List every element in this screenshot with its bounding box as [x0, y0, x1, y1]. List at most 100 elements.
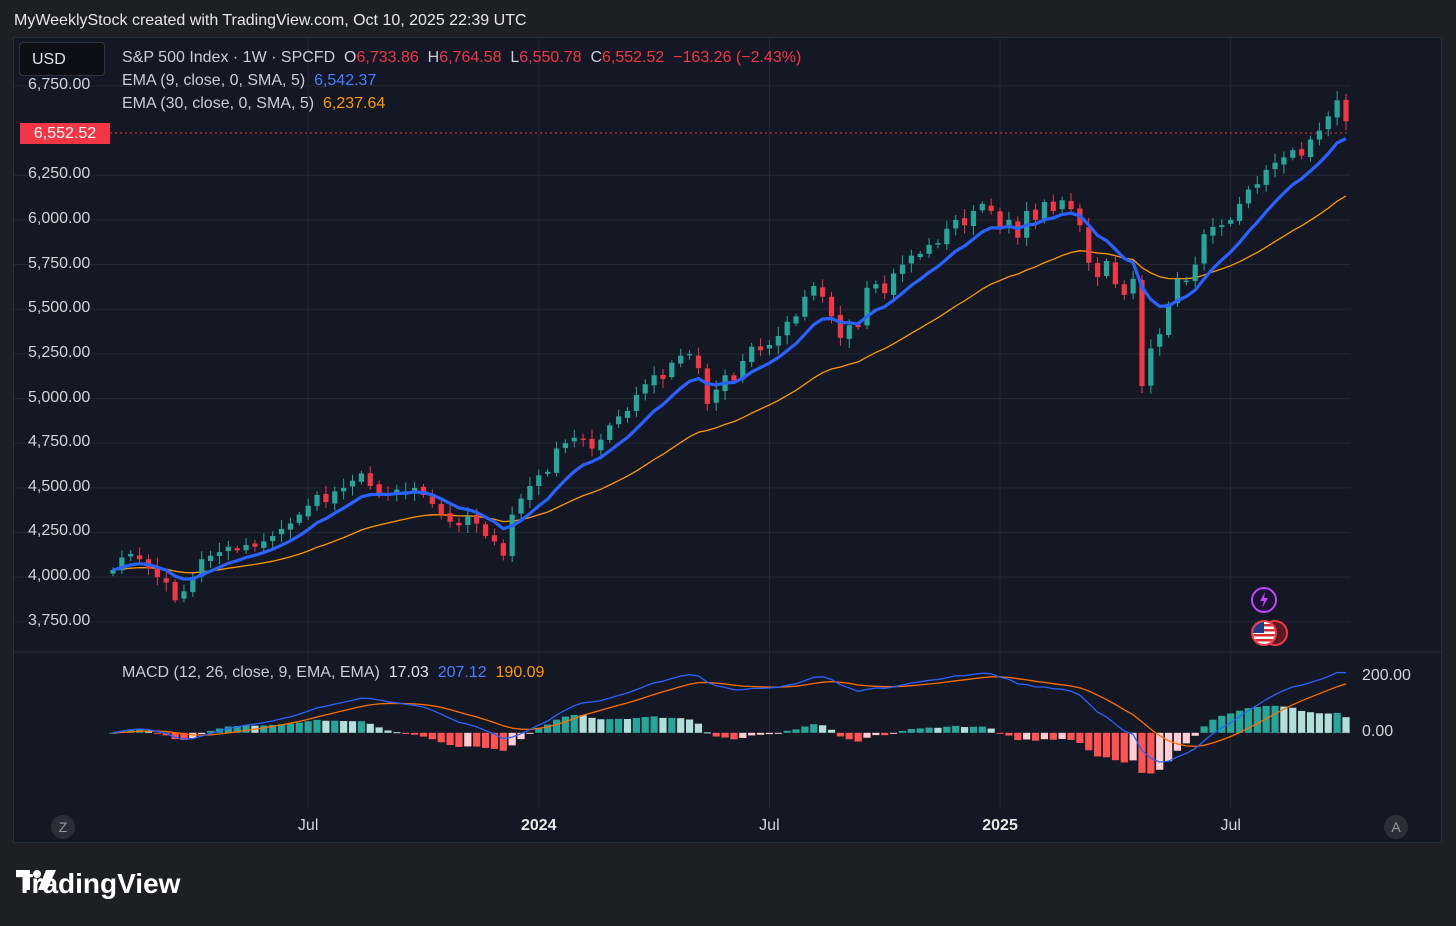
candle-body: [855, 324, 861, 328]
macd-legend[interactable]: MACD (12, 26, close, 9, EMA, EMA) 17.03 …: [122, 664, 544, 682]
macd-hist-bar: [348, 721, 357, 733]
candle-body: [598, 439, 604, 451]
candle-body: [314, 494, 320, 507]
time-tick-label: Jul: [297, 817, 319, 834]
candle-body: [828, 296, 835, 317]
candle-body: [536, 475, 542, 487]
candle-body: [509, 514, 515, 557]
candle-body: [1032, 209, 1039, 220]
macd-hist-bar: [1191, 732, 1199, 736]
macd-hist-bar: [393, 732, 401, 734]
macd-hist-bar: [987, 728, 995, 733]
macd-hist-bar: [1271, 705, 1279, 733]
price-tick-label: 5,000.00: [28, 388, 91, 406]
candle-body: [1103, 260, 1110, 276]
macd-hist-bar: [872, 732, 880, 736]
candle-body: [137, 555, 143, 560]
macd-hist-bar: [1253, 707, 1261, 733]
macd-hist-bar: [632, 717, 640, 733]
candle-body: [1201, 234, 1207, 264]
macd-hist-bar: [366, 723, 374, 733]
macd-hist-bar: [996, 732, 1004, 734]
us-flag-icon[interactable]: [1251, 620, 1277, 646]
lightning-icon[interactable]: [1251, 587, 1277, 613]
candle-body: [935, 243, 941, 245]
candle-body: [1041, 202, 1048, 221]
candle-body: [287, 523, 294, 530]
candle-body: [1334, 100, 1340, 118]
candle-body: [1307, 139, 1314, 158]
macd-hist-bar: [535, 727, 543, 733]
candle-body: [882, 283, 888, 294]
macd-hist-bar: [623, 719, 632, 733]
macd-hist-bar: [508, 732, 516, 746]
candle-body: [465, 516, 471, 525]
macd-hist-bar: [694, 723, 703, 733]
candle-body: [420, 486, 427, 495]
candle-body: [447, 513, 453, 522]
chart-caption: MyWeeklyStock created with TradingView.c…: [14, 12, 527, 29]
price-tick-label: 4,000.00: [28, 567, 91, 585]
macd-hist-bar: [144, 730, 153, 733]
candle-body: [1263, 169, 1269, 185]
candle-body: [1095, 263, 1101, 278]
macd-hist-bar: [1058, 732, 1066, 739]
macd-hist-bar: [1324, 713, 1332, 733]
time-tick-label: Jul: [759, 817, 780, 834]
currency-selector[interactable]: USD: [19, 42, 105, 76]
candle-body: [172, 582, 178, 601]
macd-hist-bar: [916, 728, 924, 733]
candle-body: [757, 346, 764, 351]
macd-hist-bar: [331, 720, 339, 733]
macd-hist-bar: [295, 722, 303, 733]
macd-hist-bar: [1085, 732, 1093, 751]
auto-scale-button[interactable]: A: [1384, 815, 1408, 839]
symbol-legend: S&P 500 Index · 1W · SPCFD O6,733.86 H6,…: [122, 49, 801, 67]
price-tick-label: 4,750.00: [28, 433, 91, 451]
macd-hist-bar: [836, 732, 844, 737]
candle-body: [243, 544, 249, 551]
macd-hist-bar: [304, 721, 312, 733]
macd-hist-bar: [1342, 717, 1350, 733]
candle-body: [811, 285, 817, 296]
candle-body: [1228, 219, 1234, 224]
candle-body: [908, 255, 914, 264]
candle-body: [864, 287, 870, 326]
candle-body: [1210, 227, 1216, 236]
ema30-legend[interactable]: EMA (30, close, 0, SMA, 5) 6,237.64: [122, 95, 385, 113]
candle-body: [793, 316, 799, 324]
candle-body: [1299, 149, 1305, 156]
candle-body: [1139, 279, 1145, 387]
time-tick-label: Jul: [1220, 817, 1241, 834]
macd-hist-bar: [1280, 706, 1288, 733]
ema9-legend[interactable]: EMA (9, close, 0, SMA, 5) 6,542.37: [122, 72, 376, 90]
price-tick-label: 4,250.00: [28, 522, 91, 540]
ema9-value: 6,542.37: [314, 72, 377, 89]
candle-body: [1236, 203, 1243, 221]
macd-hist-bar: [198, 732, 206, 735]
candle-body: [802, 296, 808, 317]
candle-body: [616, 416, 622, 425]
candle-body: [970, 210, 977, 226]
candle-body: [669, 362, 675, 378]
macd-hist-bar: [1164, 732, 1173, 762]
macd-hist-bar: [1235, 710, 1244, 733]
macd-hist-bar: [437, 732, 445, 743]
macd-hist-bar: [597, 719, 605, 733]
macd-hist-bar: [277, 724, 286, 733]
macd-hist-bar: [668, 717, 676, 733]
macd-hist-bar: [1306, 712, 1315, 733]
macd-hist-bar: [721, 732, 729, 738]
macd-tick-label: 200.00: [1362, 666, 1411, 684]
candle-body: [873, 284, 879, 289]
macd-hist-bar: [943, 726, 951, 733]
candle-body: [1245, 189, 1252, 204]
zoom-button[interactable]: Z: [51, 815, 75, 839]
macd-lines: [112, 671, 1347, 763]
candle-body: [1281, 157, 1287, 165]
macd-hist-bar: [579, 715, 587, 733]
macd-hist-bar: [819, 725, 827, 733]
macd-hist-bar: [1289, 707, 1297, 733]
chart-panel[interactable]: [13, 37, 1442, 843]
